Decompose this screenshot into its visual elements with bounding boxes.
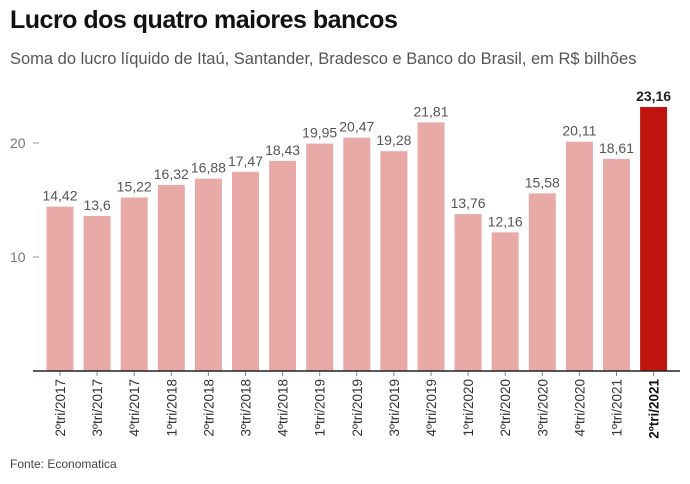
x-category-label: 3ºtri/2020 xyxy=(535,379,550,436)
x-category-label: 1ºtri/2018 xyxy=(164,379,179,436)
bar xyxy=(565,141,593,371)
bar-value-label: 12,16 xyxy=(488,213,523,229)
bar-value-label: 15,58 xyxy=(525,174,560,190)
x-category-label: 4ºtri/2018 xyxy=(276,379,291,436)
x-category-label: 2ºtri/2021 xyxy=(647,379,662,439)
bar-value-label: 13,6 xyxy=(83,197,110,213)
y-tick-label: 10 xyxy=(10,249,26,265)
bar-value-label: 16,32 xyxy=(154,166,189,182)
bar xyxy=(640,106,668,371)
bar xyxy=(343,137,371,371)
bar-value-label: 21,81 xyxy=(413,103,448,119)
bar-value-label: 17,47 xyxy=(228,153,263,169)
bar-value-label: 19,28 xyxy=(376,132,411,148)
bar xyxy=(380,151,408,371)
bar xyxy=(120,197,148,371)
bar-value-label: 14,42 xyxy=(42,188,77,204)
bar-value-label: 18,61 xyxy=(599,140,634,156)
x-category-label: 4ºtri/2020 xyxy=(572,379,587,436)
bar xyxy=(194,178,222,371)
bar xyxy=(491,232,519,371)
x-category-label: 2ºtri/2018 xyxy=(201,379,216,436)
bar-value-label: 16,88 xyxy=(191,160,226,176)
x-category-label: 1ºtri/2021 xyxy=(610,379,625,436)
bar xyxy=(83,215,111,371)
bar-value-label: 15,22 xyxy=(117,178,152,194)
chart-title: Lucro dos quatro maiores bancos xyxy=(10,6,398,34)
bar-value-label: 19,95 xyxy=(302,125,337,141)
x-category-label: 4ºtri/2017 xyxy=(127,379,142,436)
bar xyxy=(603,158,630,371)
bar xyxy=(46,206,74,371)
y-tick-label: 20 xyxy=(10,135,26,151)
x-category-label: 1ºtri/2020 xyxy=(461,379,476,436)
bar xyxy=(528,193,556,371)
source-note: Fonte: Economatica xyxy=(10,457,117,471)
x-category-label: 4ºtri/2019 xyxy=(424,379,439,436)
bar-value-label: 20,11 xyxy=(562,123,596,139)
x-category-label: 1ºtri/2019 xyxy=(313,379,328,436)
bar xyxy=(417,122,445,371)
x-category-label: 3ºtri/2017 xyxy=(90,379,105,436)
bar xyxy=(232,171,259,371)
bar xyxy=(157,184,185,371)
bar-value-label: 18,43 xyxy=(265,142,300,158)
chart-subtitle: Soma do lucro líquido de Itaú, Santander… xyxy=(10,50,637,68)
x-category-label: 2ºtri/2019 xyxy=(350,379,365,436)
bar xyxy=(269,160,297,371)
bar-value-label: 13,76 xyxy=(451,195,486,211)
x-category-label: 3ºtri/2018 xyxy=(239,379,254,436)
bar-value-label: 20,47 xyxy=(339,119,374,135)
bar xyxy=(306,143,334,371)
bar xyxy=(454,214,482,371)
bar-value-label: 23,16 xyxy=(636,88,671,104)
x-category-label: 2ºtri/2020 xyxy=(498,379,513,436)
x-category-label: 3ºtri/2019 xyxy=(387,379,402,436)
x-category-label: 2ºtri/2017 xyxy=(53,379,68,436)
